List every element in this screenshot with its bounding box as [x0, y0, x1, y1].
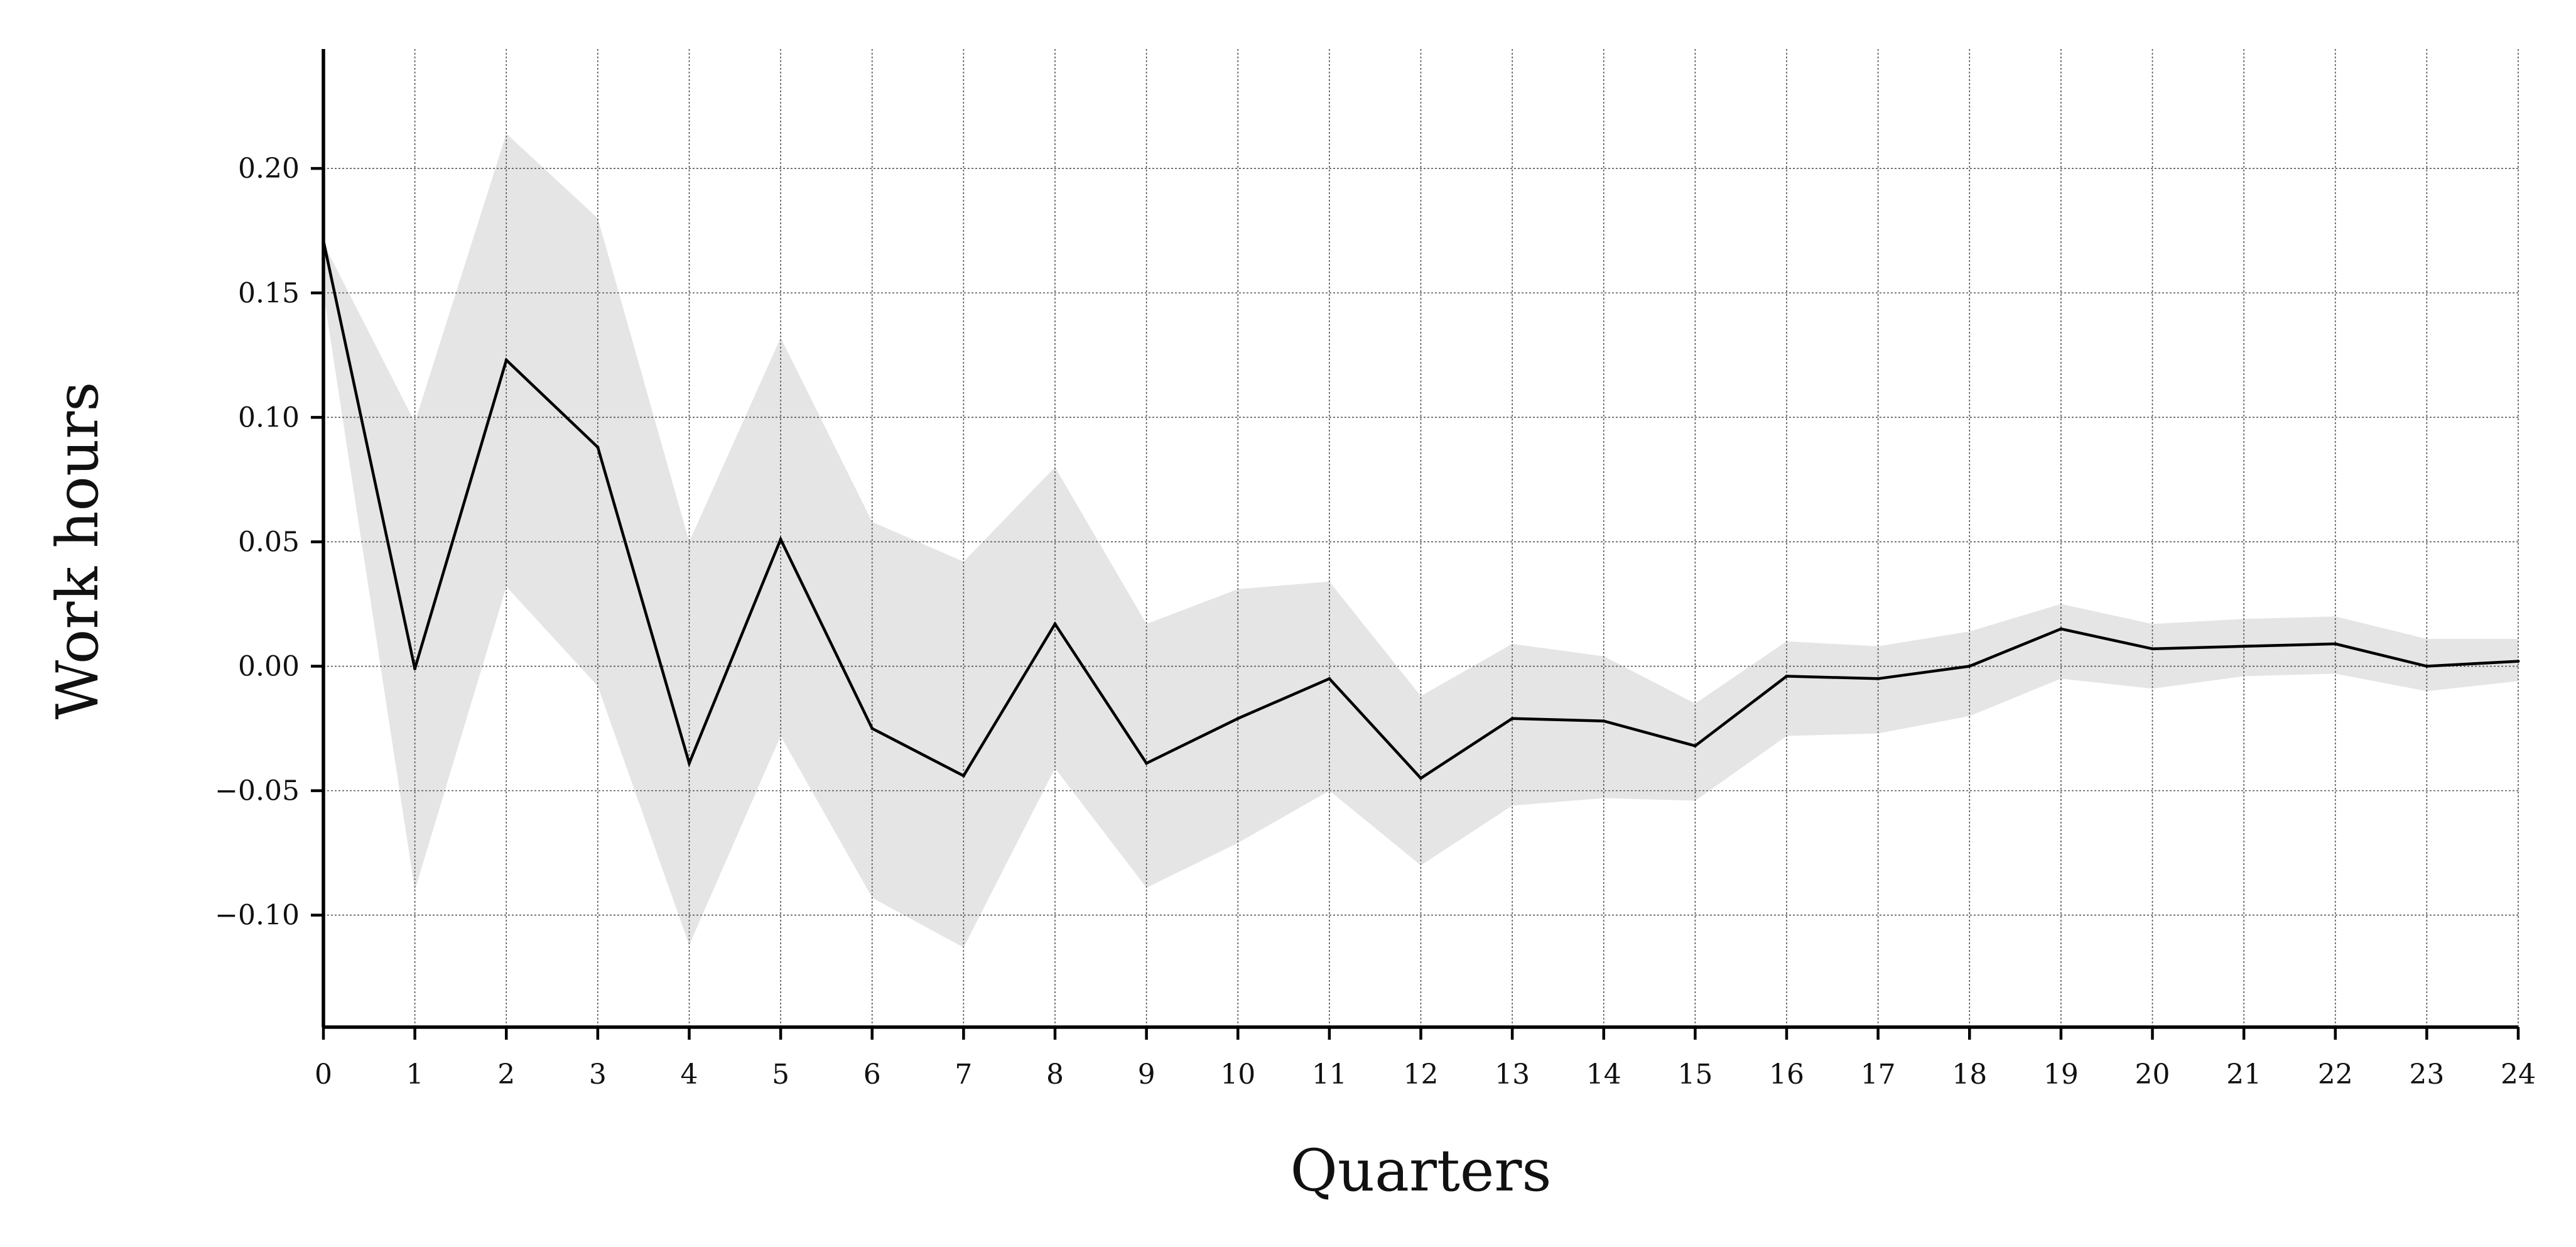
data-point	[1328, 677, 1331, 680]
x-tick-label: 9	[1138, 1059, 1155, 1091]
data-point	[2334, 642, 2337, 646]
data-point	[504, 358, 508, 362]
data-point	[2242, 645, 2246, 648]
x-tick-label: 12	[1404, 1059, 1439, 1091]
x-tick-label: 24	[2501, 1059, 2536, 1091]
x-tick-label: 10	[1220, 1059, 1255, 1091]
y-tick-label: 0.05	[238, 526, 300, 558]
data-point	[1510, 717, 1514, 721]
data-point	[688, 761, 691, 765]
data-point	[413, 667, 417, 670]
data-point	[779, 537, 782, 541]
x-tick-label: 3	[589, 1059, 607, 1091]
data-point	[2059, 627, 2063, 631]
x-tick-label: 8	[1046, 1059, 1064, 1091]
y-tick-label: 0.10	[238, 401, 300, 433]
data-point	[596, 445, 600, 449]
data-point	[2151, 647, 2154, 651]
x-tick-label: 22	[2318, 1059, 2353, 1091]
data-point	[1419, 776, 1422, 780]
y-tick-label: −0.10	[215, 900, 300, 932]
data-point	[2516, 660, 2520, 663]
tick-group: 0 1 2 3 4 5 6 7 8 9 10 11 12 13 14 15 16 17 18 19 20 21 22 23 24…	[215, 153, 2536, 1091]
x-tick-label: 13	[1495, 1059, 1530, 1091]
x-tick-label: 6	[863, 1059, 881, 1091]
y-tick-label: 0.00	[238, 651, 300, 683]
x-tick-label: 4	[681, 1059, 698, 1091]
data-point	[1693, 744, 1697, 748]
data-point	[1145, 761, 1149, 765]
x-tick-label: 11	[1312, 1059, 1347, 1091]
x-tick-label: 19	[2043, 1059, 2079, 1091]
x-tick-label: 17	[1861, 1059, 1896, 1091]
x-tick-label: 15	[1677, 1059, 1713, 1091]
x-axis-title: Quarters	[1290, 1137, 1551, 1204]
data-point	[1876, 677, 1880, 680]
data-point	[1053, 622, 1057, 626]
y-tick-label: 0.15	[238, 277, 300, 309]
data-point	[1967, 665, 1971, 668]
data-point	[870, 727, 874, 731]
series-group	[322, 239, 2520, 780]
x-tick-label: 20	[2135, 1059, 2170, 1091]
x-tick-label: 18	[1952, 1059, 1987, 1091]
x-tick-label: 14	[1586, 1059, 1621, 1091]
data-point	[1236, 717, 1240, 721]
data-point	[961, 774, 965, 778]
data-point	[2425, 665, 2428, 668]
x-tick-label: 7	[955, 1059, 972, 1091]
x-tick-label: 2	[497, 1059, 515, 1091]
x-tick-label: 21	[2226, 1059, 2261, 1091]
y-tick-label: −0.05	[215, 775, 300, 807]
data-point	[1602, 719, 1606, 723]
y-tick-label: 0.20	[238, 153, 300, 185]
grid-lines	[323, 49, 2519, 1027]
data-point	[1785, 674, 1789, 678]
x-tick-label: 0	[315, 1059, 332, 1091]
x-tick-label: 1	[406, 1059, 424, 1091]
x-tick-label: 5	[772, 1059, 789, 1091]
x-tick-label: 16	[1769, 1059, 1804, 1091]
y-axis-title: Work hours	[44, 382, 111, 720]
x-tick-label: 23	[2409, 1059, 2444, 1091]
